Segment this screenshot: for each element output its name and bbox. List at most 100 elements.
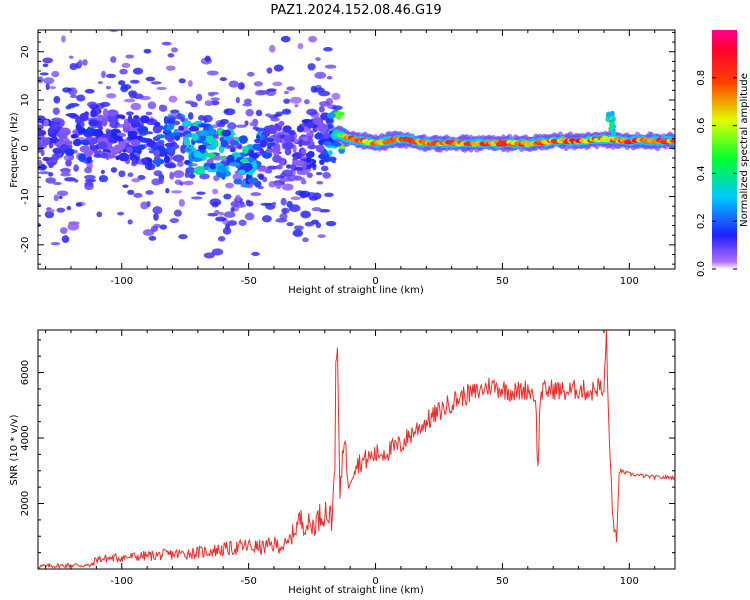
spectrogram-blob — [229, 162, 241, 167]
spectrogram-blob — [275, 135, 281, 143]
spectrogram-blob — [255, 134, 261, 140]
spectrogram-blob — [65, 159, 72, 167]
spectrogram-image — [38, 30, 675, 259]
spectrogram-noise-blob — [245, 200, 254, 207]
spectrogram-noise-blob — [249, 121, 256, 127]
spectrogram-blob — [260, 134, 265, 142]
spectrogram-blob — [325, 118, 333, 124]
spectrogram-noise-blob — [218, 211, 225, 216]
spectrogram-noise-blob — [210, 97, 220, 101]
x-tick-label: 50 — [496, 576, 509, 587]
spectrogram-blob — [38, 124, 44, 130]
spectrogram-noise-blob — [236, 143, 242, 150]
spectrogram-blob — [247, 156, 255, 163]
spectrogram-noise-blob — [318, 208, 331, 213]
spectrogram-noise-blob — [315, 57, 321, 61]
spectrogram-x-label: Height of straight line (km) — [288, 285, 424, 296]
spectrogram-noise-blob — [290, 196, 301, 201]
spectrogram-blob — [70, 133, 78, 139]
spectrogram-blob — [327, 112, 336, 119]
spectrogram-noise-blob — [331, 92, 341, 100]
spectrogram-blob — [247, 177, 259, 184]
spectrogram-noise-blob — [170, 190, 183, 194]
spectrogram-noise-blob — [268, 181, 277, 188]
spectrogram-blob — [206, 167, 219, 173]
spectrogram-noise-blob — [129, 79, 140, 84]
x-tick-label: 100 — [620, 276, 639, 287]
spectrogram-noise-blob — [243, 98, 252, 105]
spectrogram-noise-blob — [280, 197, 287, 206]
spectrogram-noise-blob — [250, 192, 262, 197]
spectrogram-noise-blob — [84, 88, 95, 94]
spectrogram-noise-blob — [150, 81, 162, 85]
spectrogram-noise-blob — [235, 96, 240, 104]
spectrogram-noise-blob — [195, 93, 203, 102]
spectrogram-noise-blob — [280, 35, 291, 43]
spectrogram-noise-blob — [68, 55, 74, 59]
spectrogram-blob — [194, 139, 204, 144]
spectrogram-blob — [154, 121, 161, 128]
spectrogram-noise-blob — [223, 193, 232, 200]
spectrogram-noise-blob — [146, 200, 151, 208]
spectrogram-noise-blob — [117, 80, 126, 86]
spectrogram-blob — [67, 112, 78, 118]
spectrogram-noise-blob — [75, 202, 83, 207]
spectrogram-blob — [258, 174, 264, 180]
spectrogram-noise-blob — [302, 237, 309, 243]
spectrogram-blob — [293, 166, 304, 171]
spectrogram-blob — [40, 149, 45, 157]
y-tick-label: 6000 — [20, 360, 31, 385]
spectrogram-noise-blob — [165, 163, 177, 169]
spectrogram-noise-blob — [65, 105, 72, 110]
spectrogram-noise-blob — [168, 95, 178, 103]
spectrogram-noise-blob — [178, 199, 185, 207]
spectrogram-blob — [141, 157, 148, 165]
spectrogram-blob — [180, 144, 187, 154]
spectrogram-blob — [335, 111, 342, 120]
spectrogram-noise-blob — [64, 177, 77, 182]
spectrogram-blob — [129, 130, 138, 136]
spectrogram-blob — [163, 155, 170, 164]
spectrogram-noise-blob — [46, 209, 56, 213]
spectrogram-noise-blob — [117, 211, 125, 216]
spectrogram-noise-blob — [292, 229, 304, 237]
spectrogram-blob — [165, 125, 175, 131]
spectrogram-blob — [284, 147, 292, 156]
spectrogram-noise-blob — [40, 163, 46, 171]
spectrogram-x-ticks: -100 -50 0 50 100 — [45, 30, 656, 287]
spectrogram-blob — [312, 117, 324, 126]
spectrogram-noise-blob — [212, 188, 219, 195]
spectrogram-blob — [239, 158, 249, 163]
snr-y-ticks: 2000 4000 6000 — [20, 339, 675, 554]
spectrogram-noise-blob — [266, 67, 273, 74]
spectrogram-noise-blob — [217, 236, 226, 242]
spectrogram-noise-blob — [61, 35, 66, 43]
spectrogram-noise-blob — [45, 177, 57, 184]
spectrogram-blob — [183, 137, 191, 147]
spectrogram-noise-blob — [226, 144, 235, 149]
spectrogram-blob — [322, 148, 328, 156]
spectrogram-blob — [197, 123, 210, 128]
spectrogram-noise-blob — [188, 173, 196, 179]
spectrogram-noise-blob — [203, 252, 215, 259]
spectrogram-noise-blob — [316, 180, 324, 185]
spectrogram-blob — [210, 137, 216, 146]
spectrogram-noise-blob — [52, 107, 60, 116]
spectrogram-blob — [305, 156, 312, 163]
spectrogram-noise-blob — [311, 219, 319, 225]
figure-title: PAZ1.2024.152.08.46.G19 — [270, 3, 441, 18]
spectrogram-noise-blob — [269, 44, 276, 53]
spectrogram-noise-blob — [281, 108, 292, 115]
spectrogram-noise-blob — [281, 207, 290, 214]
spectrogram-noise-blob — [132, 67, 144, 75]
spectrogram-blob — [88, 119, 99, 127]
spectrogram-blob — [178, 125, 185, 131]
spectrogram-noise-blob — [245, 108, 254, 117]
spectrogram-blob — [220, 156, 225, 161]
ridge-bump — [605, 115, 611, 122]
spectrogram-blob — [332, 142, 342, 147]
spectrogram-noise-blob — [279, 177, 291, 182]
spectrogram-blob — [238, 135, 248, 144]
spectrogram-noise-blob — [151, 178, 162, 186]
